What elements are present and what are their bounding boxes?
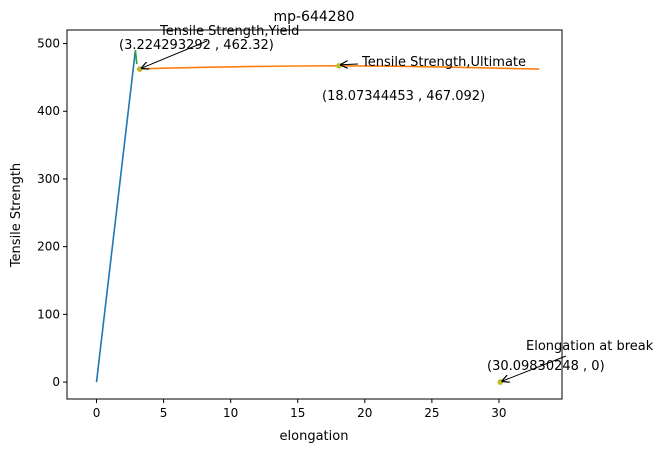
x-tick-label: 15 <box>290 406 305 420</box>
x-tick-label: 0 <box>93 406 101 420</box>
x-tick-label: 25 <box>424 406 439 420</box>
x-axis-ticks: 0 5 10 15 20 25 30 <box>93 399 507 420</box>
y-tick-label: 500 <box>37 37 60 51</box>
plot-lines <box>95 50 540 383</box>
annotation-yield: Tensile Strength,Yield (3.224293292 , 46… <box>119 24 299 68</box>
annotation-break-title: Elongation at break <box>526 339 654 354</box>
plot-markers <box>137 63 504 385</box>
annotation-ultimate-title: Tensile Strength,Ultimate <box>361 55 526 70</box>
series-line-1 <box>134 50 138 64</box>
x-tick-label: 10 <box>223 406 238 420</box>
x-tick-label: 30 <box>491 406 506 420</box>
annotation-break-coords: (30.09830248 , 0) <box>487 359 605 374</box>
annotation-ultimate-arrow <box>341 64 359 65</box>
chart-title: mp-644280 <box>273 9 354 25</box>
annotation-yield-coords: (3.224293292 , 462.32) <box>119 38 274 53</box>
y-axis-ticks: 0 100 200 300 400 500 <box>37 37 67 389</box>
annotation-break-arrow <box>502 355 567 381</box>
annotation-yield-title: Tensile Strength,Yield <box>159 24 299 39</box>
data-point-0 <box>137 66 143 72</box>
x-tick-label: 5 <box>160 406 168 420</box>
x-axis-label: elongation <box>280 429 349 444</box>
annotation-break: Elongation at break (30.09830248 , 0) <box>487 339 654 381</box>
series-line-0 <box>95 50 137 383</box>
annotation-ultimate: Tensile Strength,Ultimate (18.07344453 ,… <box>322 55 526 104</box>
y-axis-label: Tensile Strength <box>9 163 24 268</box>
y-tick-label: 400 <box>37 104 60 118</box>
data-point-2 <box>497 379 504 385</box>
annotation-ultimate-coords: (18.07344453 , 467.092) <box>322 89 485 104</box>
y-tick-label: 200 <box>37 240 60 254</box>
series-line-2 <box>136 64 540 70</box>
plot-frame <box>66 29 563 400</box>
y-tick-label: 0 <box>52 375 60 389</box>
y-tick-label: 100 <box>37 307 60 321</box>
x-tick-label: 20 <box>357 406 372 420</box>
annotation-yield-arrow <box>142 40 208 68</box>
y-tick-label: 300 <box>37 172 60 186</box>
annotations: Tensile Strength,Yield (3.224293292 , 46… <box>119 24 654 381</box>
data-point-1 <box>336 63 342 69</box>
